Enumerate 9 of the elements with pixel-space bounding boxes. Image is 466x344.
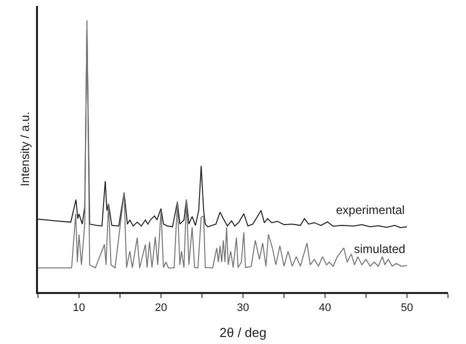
x-tick-label: 10 — [72, 302, 86, 314]
y-axis-title: Intensity / a.u. — [18, 112, 32, 186]
series-label: experimental — [336, 203, 405, 217]
x-tick-label: 30 — [236, 302, 250, 314]
x-axis-title: 2θ / deg — [220, 325, 266, 340]
x-tick-label: 40 — [318, 302, 332, 314]
x-tick-label: 20 — [154, 302, 168, 314]
series-label: simulated — [354, 242, 406, 256]
x-tick-label: 50 — [400, 302, 414, 314]
